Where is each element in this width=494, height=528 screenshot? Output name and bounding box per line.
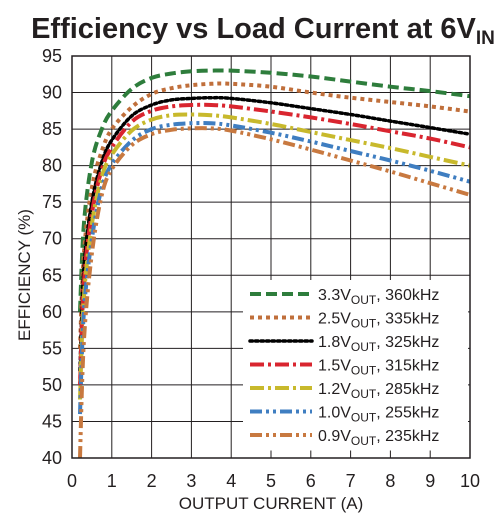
- chart-title: Efficiency vs Load Current at 6VIN: [31, 13, 494, 49]
- legend-label-suffix: , 235kHz: [376, 428, 439, 445]
- legend-label-name: 3.3V: [318, 287, 351, 304]
- x-tick-label: 4: [226, 471, 236, 491]
- legend-label-sub: OUT: [351, 387, 377, 401]
- legend-label-suffix: , 285kHz: [376, 381, 439, 398]
- legend-label-suffix: , 325kHz: [376, 334, 439, 351]
- x-tick-label: 2: [147, 471, 157, 491]
- series-line-2: [78, 95, 472, 373]
- y-tick-label: 90: [42, 83, 62, 103]
- series-lines: [78, 68, 472, 459]
- legend-label-name: 1.0V: [318, 405, 351, 422]
- legend-label-suffix: , 360kHz: [376, 287, 439, 304]
- y-tick-label: 95: [42, 46, 62, 66]
- legend-label-name: 1.8V: [318, 334, 351, 351]
- legend-label-sub: OUT: [351, 434, 377, 448]
- legend-label-6: 0.9VOUT, 235kHz: [318, 428, 439, 448]
- series-line-4: [78, 112, 471, 400]
- legend-label-2: 1.8VOUT, 325kHz: [318, 334, 439, 354]
- legend-label-name: 1.2V: [318, 381, 351, 398]
- y-tick-label: 40: [42, 448, 62, 468]
- x-tick-label: 5: [266, 471, 276, 491]
- x-tick-label: 0: [67, 471, 77, 491]
- y-tick-label: 65: [42, 265, 62, 285]
- legend-label-4: 1.2VOUT, 285kHz: [318, 381, 439, 401]
- y-tick-label: 45: [42, 411, 62, 431]
- y-tick-label: 50: [42, 375, 62, 395]
- legend-label-suffix: , 255kHz: [376, 405, 439, 422]
- series-line-5: [78, 121, 471, 415]
- series-line-0: [78, 68, 471, 312]
- legend-label-sub: OUT: [351, 293, 377, 307]
- y-tick-label: 55: [42, 338, 62, 358]
- x-tick-label: 9: [425, 471, 435, 491]
- y-tick-label: 60: [42, 302, 62, 322]
- x-tick-label: 6: [306, 471, 316, 491]
- series-line-1: [78, 81, 471, 349]
- chart-title-main: Efficiency vs Load Current at 6V: [31, 13, 476, 45]
- x-axis-label: OUTPUT CURRENT (A): [179, 494, 364, 513]
- legend-label-name: 0.9V: [318, 428, 351, 445]
- x-tick-label: 7: [346, 471, 356, 491]
- x-tick-label: 1: [107, 471, 117, 491]
- legend-label-3: 1.5VOUT, 315kHz: [318, 358, 439, 378]
- chart-title-subscript: IN: [476, 28, 494, 49]
- x-tick-label: 10: [460, 471, 480, 491]
- legend-label-1: 2.5VOUT, 335kHz: [318, 311, 439, 331]
- legend-label-name: 1.5V: [318, 358, 351, 375]
- y-tick-label: 75: [42, 192, 62, 212]
- y-axis-label: EFFICIENCY (%): [15, 209, 34, 341]
- y-tick-label: 70: [42, 229, 62, 249]
- x-tick-label: 3: [186, 471, 196, 491]
- legend-label-name: 2.5V: [318, 311, 351, 328]
- legend-label-suffix: , 315kHz: [376, 358, 439, 375]
- y-tick-label: 80: [42, 156, 62, 176]
- plot-frame: [71, 55, 471, 459]
- x-tick-label: 8: [385, 471, 395, 491]
- series-line-6: [78, 126, 471, 459]
- legend-label-5: 1.0VOUT, 255kHz: [318, 405, 439, 425]
- legend-label-sub: OUT: [351, 340, 377, 354]
- legend-label-sub: OUT: [351, 411, 377, 425]
- legend-label-suffix: , 335kHz: [376, 311, 439, 328]
- legend-label-sub: OUT: [351, 317, 377, 331]
- legend-label-sub: OUT: [351, 364, 377, 378]
- legend-label-0: 3.3VOUT, 360kHz: [318, 287, 439, 307]
- y-tick-label: 85: [42, 119, 62, 139]
